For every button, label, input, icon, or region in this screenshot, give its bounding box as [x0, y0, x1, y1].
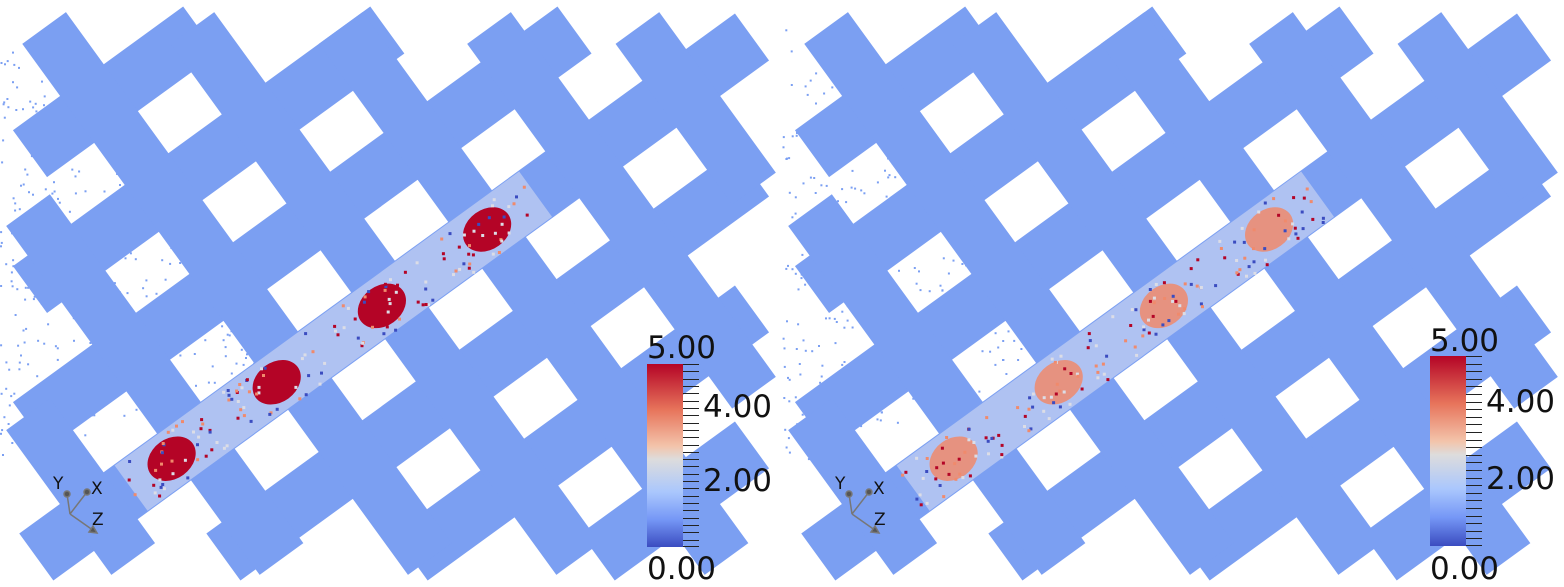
fiber-band — [6, 194, 304, 575]
woven-mesh-render — [0, 6, 776, 581]
axes-triad-icon — [845, 488, 881, 534]
fiber-band — [6, 398, 156, 575]
colorbar-max-label: 5.00 — [647, 330, 717, 366]
fiber-band — [467, 12, 776, 409]
axis-z-label: Z — [874, 510, 886, 530]
fiber-band — [788, 398, 938, 575]
colorbar-label-4: 4.00 — [703, 389, 773, 425]
woven-mesh-render — [782, 6, 1558, 581]
left-render-view[interactable]: 5.00 4.00 2.00 0.00 Y X Z — [0, 0, 782, 587]
stress-hotspots — [127, 185, 529, 498]
axis-x-label: X — [91, 479, 103, 499]
colorbar-label-2: 2.00 — [703, 463, 773, 499]
fiber-band — [804, 12, 1234, 575]
orientation-axes: Y X Z — [45, 472, 125, 542]
fiber-band — [22, 12, 452, 575]
fiber-band — [12, 6, 405, 314]
fiber-weave — [6, 6, 776, 581]
color-legend-bar — [1430, 356, 1466, 546]
axis-x-label: X — [873, 479, 885, 499]
colorbar-label-4: 4.00 — [1486, 384, 1556, 420]
colorbar-min-label: 0.00 — [647, 551, 717, 587]
fiber-weave — [788, 6, 1558, 581]
axes-triad-icon — [63, 488, 99, 534]
axis-y-label: Y — [53, 474, 64, 494]
right-render-view[interactable]: 5.00 4.00 2.00 0.00 Y X Z — [782, 0, 1564, 587]
fiber-band — [615, 12, 776, 205]
colorbar-max-label: 5.00 — [1430, 323, 1500, 359]
axis-y-label: Y — [835, 474, 846, 494]
color-legend-ticks — [683, 364, 699, 547]
orientation-axes: Y X Z — [827, 472, 907, 542]
colorbar-label-2: 2.00 — [1486, 461, 1556, 497]
color-legend-ticks — [1466, 356, 1482, 546]
axis-z-label: Z — [92, 510, 104, 530]
fiber-band — [1249, 12, 1558, 409]
fiber-band — [1397, 12, 1558, 205]
stress-hotspots — [901, 187, 1325, 507]
fiber-band — [794, 6, 1187, 314]
color-legend-bar — [647, 364, 683, 547]
fiber-band — [788, 194, 1086, 575]
colorbar-min-label: 0.00 — [1430, 551, 1500, 587]
